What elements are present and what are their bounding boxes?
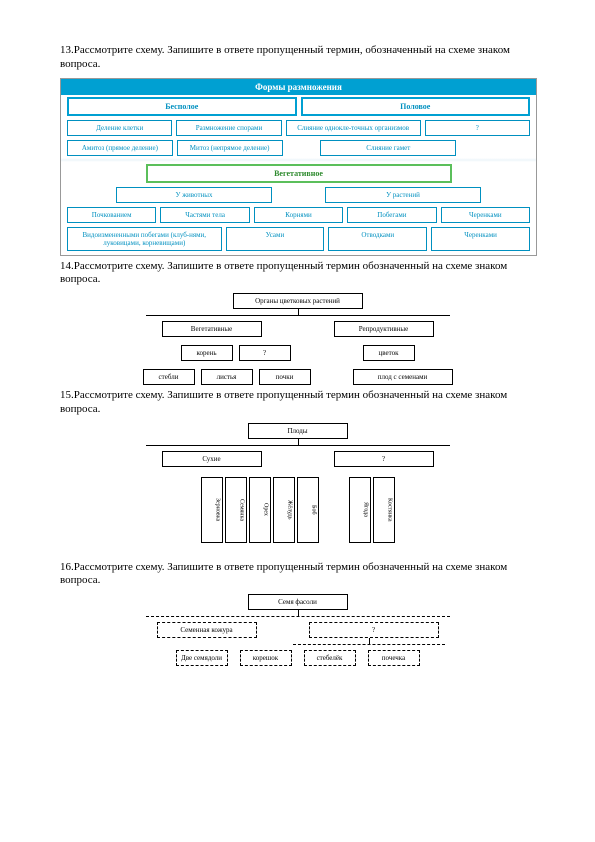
q15-rb-1: Костянка [373, 477, 395, 543]
q14-l2-1: Репродуктивные [334, 321, 434, 337]
q13-r3-2: Слияние гамет [320, 140, 456, 156]
q13-r2-3: ? [425, 120, 530, 136]
q13-r3-0: Амитоз (прямое деление) [67, 140, 173, 156]
q14-l3a-1: ? [239, 345, 291, 361]
q14-l3a-0: корень [181, 345, 233, 361]
q15-left-bars: Зерновка Семянка Орех Жёлудь Боб [201, 477, 319, 543]
q16-l2-1: ? [309, 622, 439, 638]
q13-diagram: Формы размножения Бесполое Половое Делен… [60, 78, 537, 256]
q13-r5a-0: Почкованием [67, 207, 156, 223]
q13-sexual: Половое [301, 97, 531, 116]
q14-text: 14.Рассмотрите схему. Запишите в ответе … [60, 260, 535, 288]
q15-lb-2: Орех [249, 477, 271, 543]
q13-asexual: Бесполое [67, 97, 297, 116]
q13-r3-1: Митоз (непрямое деление) [177, 140, 283, 156]
q14-l4a-0: стебли [143, 369, 195, 385]
q15-diagram: Плоды Сухие ? Зерновка Семянка Орех Жёлу… [60, 423, 535, 543]
q16-diagram: Семя фасоли Семенная кожура ? Две семядо… [60, 594, 535, 666]
q15-l2-0: Сухие [162, 451, 262, 467]
q16-l3-0: Две семядоли [176, 650, 228, 666]
q13-r5b-2: Черенками [441, 207, 530, 223]
q16-text: 16.Рассмотрите схему. Запишите в ответе … [60, 561, 535, 589]
q13-r5a-1: Частями тела [160, 207, 249, 223]
q13-text: 13.Рассмотрите схему. Запишите в ответе … [60, 44, 535, 72]
q14-l2-0: Вегетативные [162, 321, 262, 337]
q13-r6-0: Видоизмененными побегами (клуб-нями, лук… [67, 227, 222, 251]
q16-l3-3: почечка [368, 650, 420, 666]
q14-l4a-1: листья [201, 369, 253, 385]
q15-text: 15.Рассмотрите схему. Запишите в ответе … [60, 389, 535, 417]
q15-root: Плоды [248, 423, 348, 439]
q13-r6-1: Усами [226, 227, 325, 251]
q13-r6-3: Черенками [431, 227, 530, 251]
q15-lb-0: Зерновка [201, 477, 223, 543]
q16-l2-0: Семенная кожура [157, 622, 257, 638]
q13-r4-0: У животных [116, 187, 272, 203]
q14-diagram: Органы цветковых растений Вегетативные Р… [60, 293, 535, 385]
q13-r5b-1: Побегами [347, 207, 436, 223]
q16-root: Семя фасоли [248, 594, 348, 610]
q13-r2-0: Деление клетки [67, 120, 172, 136]
q13-veg: Вегетативное [146, 164, 452, 183]
q13-header: Формы размножения [61, 79, 536, 95]
q15-l2-1: ? [334, 451, 434, 467]
q15-lb-1: Семянка [225, 477, 247, 543]
q13-r2-1: Размножение спорами [176, 120, 281, 136]
q14-root: Органы цветковых растений [233, 293, 363, 309]
q16-l3-2: стебелёк [304, 650, 356, 666]
q13-r2-2: Слияние однокле-точных организмов [286, 120, 421, 136]
q15-lb-3: Жёлудь [273, 477, 295, 543]
q15-right-bars: Ягода Костянка [349, 477, 395, 543]
q13-r5b-0: Корнями [254, 207, 343, 223]
q13-r6-2: Отводками [328, 227, 427, 251]
q14-l4b-0: плод с семенами [353, 369, 453, 385]
q15-lb-4: Боб [297, 477, 319, 543]
q14-l3b-0: цветок [363, 345, 415, 361]
q14-l4a-2: почки [259, 369, 311, 385]
q16-l3-1: корешок [240, 650, 292, 666]
q13-r4-1: У растений [325, 187, 481, 203]
q15-rb-0: Ягода [349, 477, 371, 543]
